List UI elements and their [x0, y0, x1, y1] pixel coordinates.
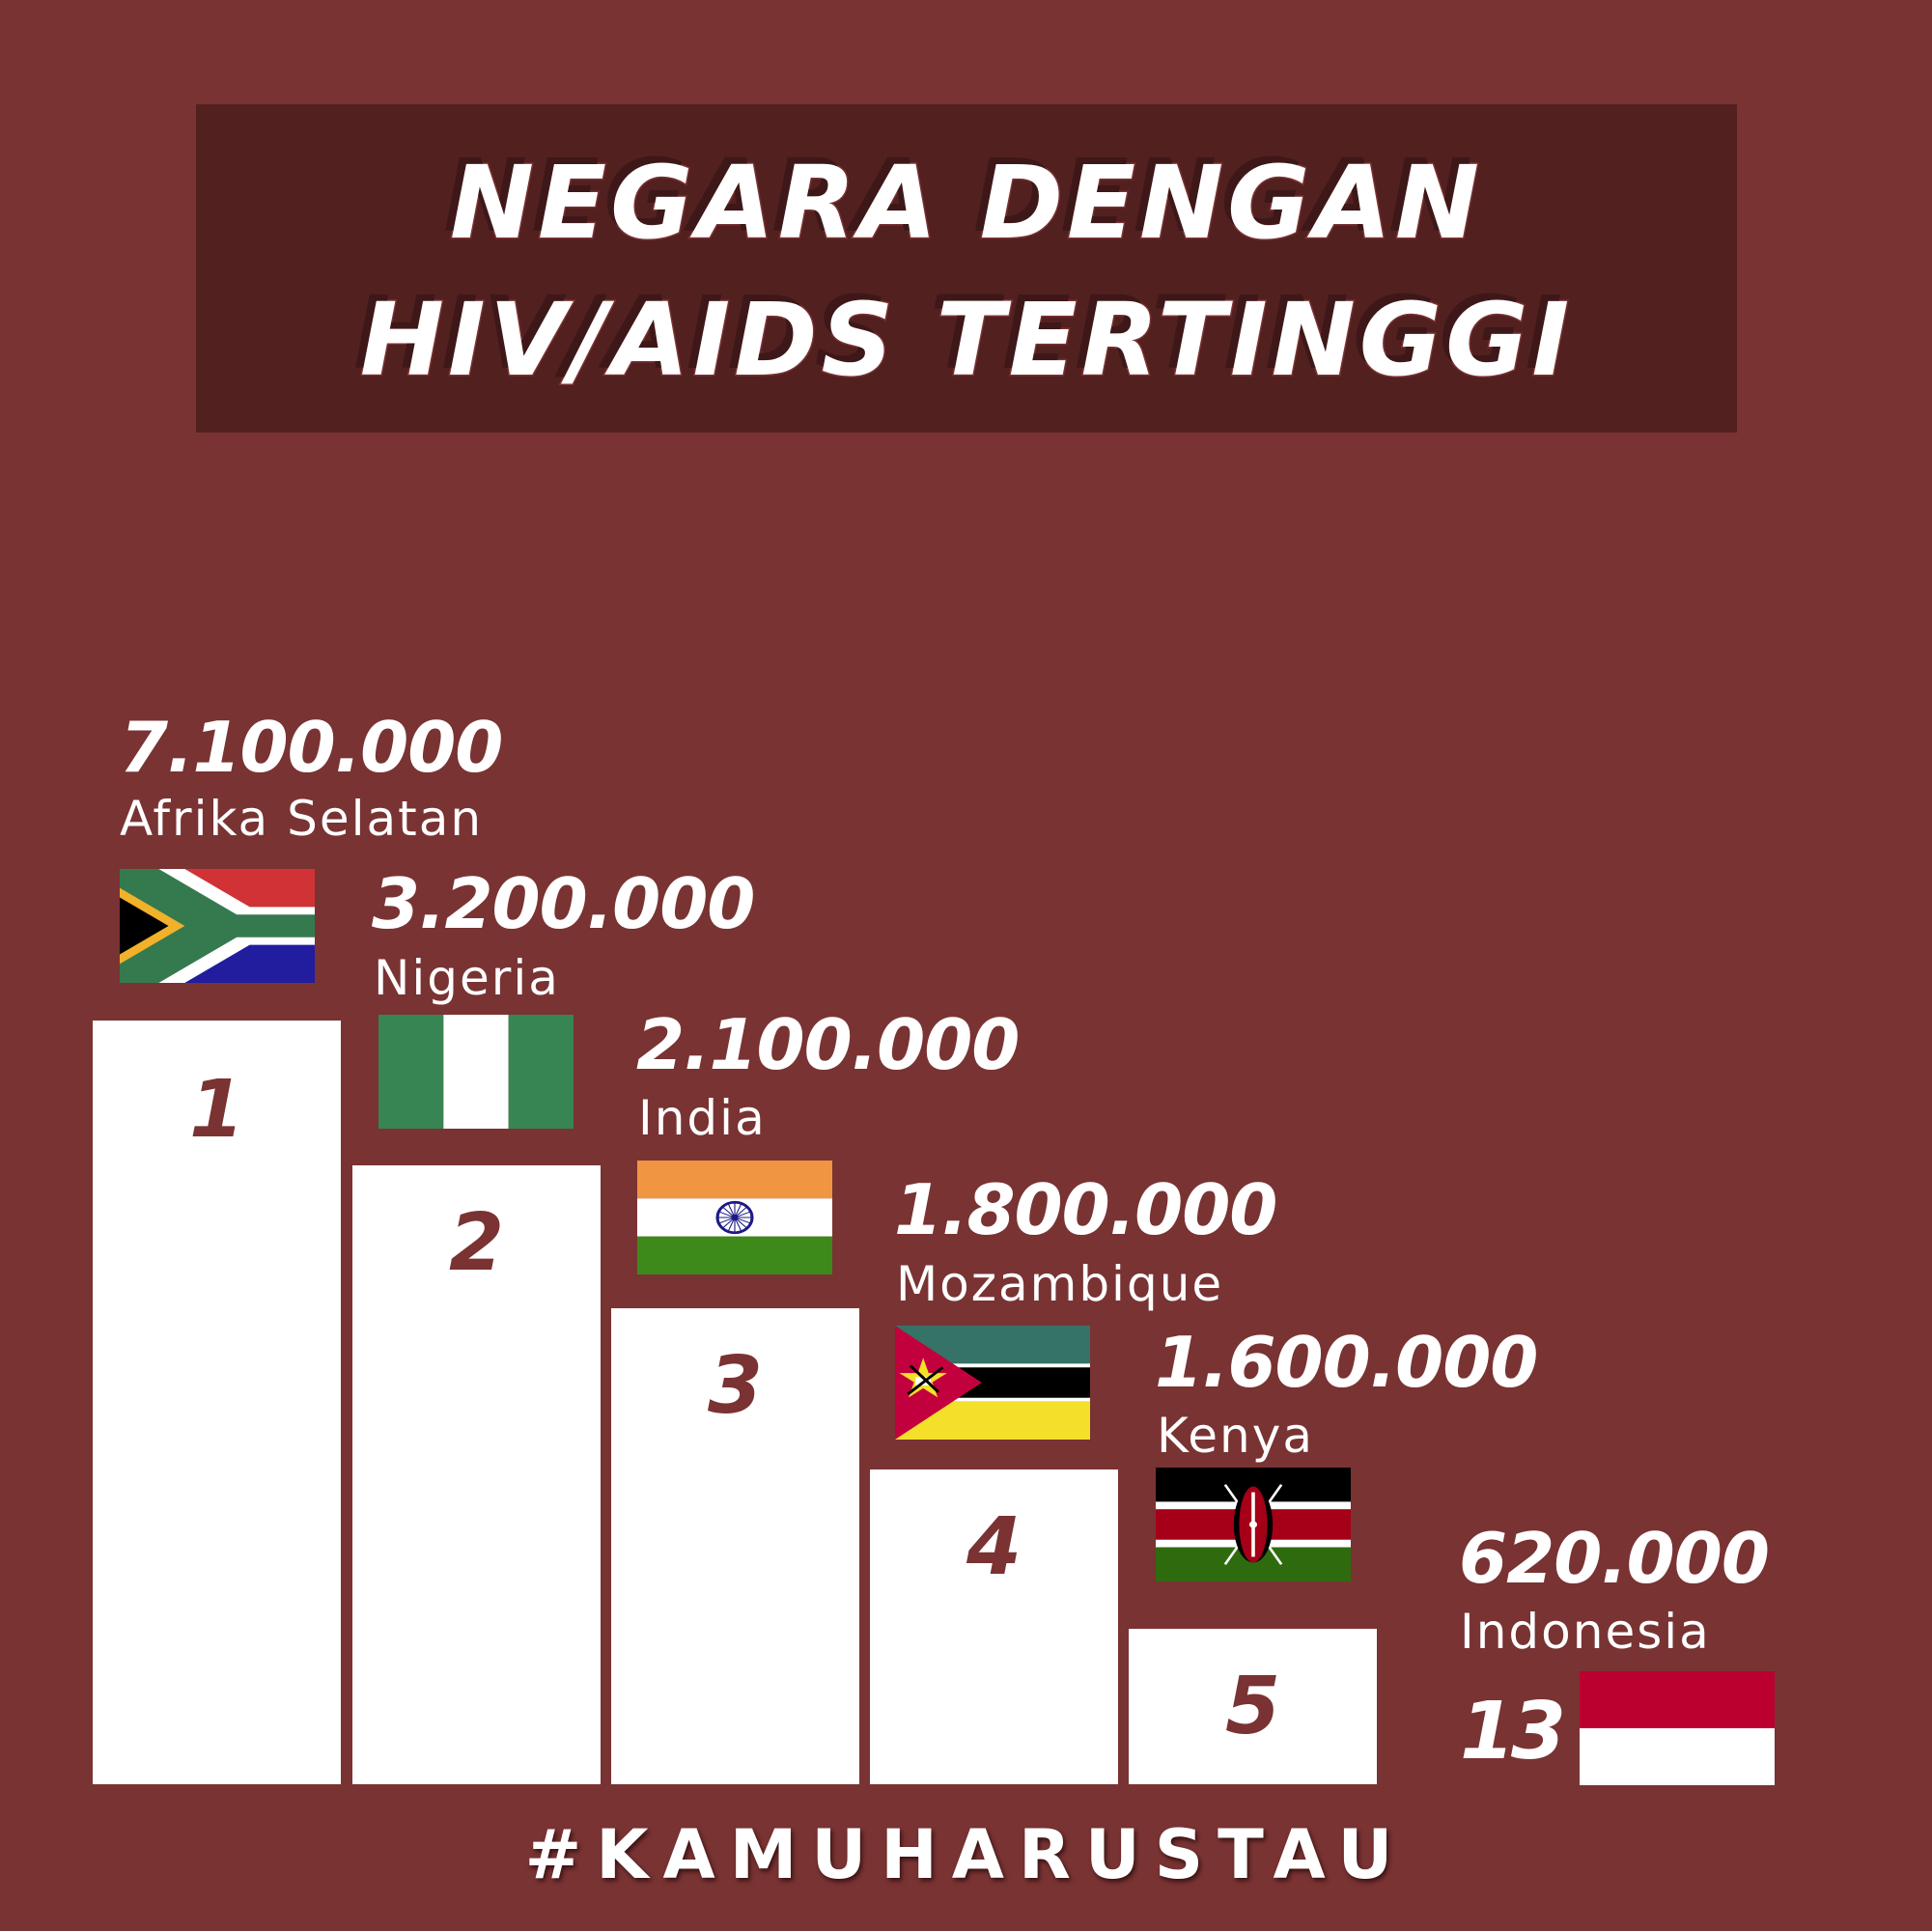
country-label-india: India [638, 1090, 767, 1146]
indonesia-flag-icon [1580, 1671, 1775, 1785]
title-line-1: NEGARA DENGAN [448, 144, 1483, 262]
podium-bar-4: 4 [870, 1469, 1118, 1784]
india-flag-icon [637, 1161, 832, 1274]
rank-label-1: 1 [188, 1064, 245, 1156]
rank-label-4: 4 [966, 1501, 1022, 1593]
podium-bar-1: 1 [93, 1021, 341, 1784]
value-label-nigeria: 3.200.000 [372, 863, 755, 944]
value-label-mozambique: 1.800.000 [894, 1169, 1277, 1250]
value-label-india: 2.100.000 [636, 1004, 1020, 1085]
title-box: NEGARA DENGAN HIV/AIDS TERTINGGI [196, 104, 1737, 433]
value-label-indonesia: 620.000 [1459, 1518, 1770, 1599]
nigeria-flag-icon [378, 1015, 574, 1129]
rank-label-3: 3 [707, 1340, 764, 1432]
country-label-kenya: Kenya [1157, 1408, 1314, 1464]
rank-label-5: 5 [1224, 1661, 1281, 1752]
country-label-nigeria: Nigeria [374, 950, 560, 1006]
south-africa-flag-icon [120, 869, 315, 983]
value-label-kenya: 1.600.000 [1155, 1322, 1538, 1403]
podium-bar-5: 5 [1129, 1629, 1377, 1784]
hashtag-footer: #KAMUHARUSTAU [524, 1815, 1408, 1894]
title-line-2: HIV/AIDS TERTINGGI [358, 281, 1574, 399]
podium-bar-3: 3 [611, 1308, 859, 1784]
value-label-south-africa: 7.100.000 [120, 707, 503, 788]
country-label-indonesia: Indonesia [1460, 1604, 1711, 1660]
country-label-mozambique: Mozambique [896, 1256, 1224, 1312]
kenya-flag-icon [1156, 1468, 1351, 1581]
country-label-south-africa: Afrika Selatan [120, 791, 484, 847]
podium-bar-2: 2 [352, 1165, 601, 1784]
rank-label-13: 13 [1460, 1686, 1566, 1777]
mozambique-flag-icon [895, 1326, 1090, 1440]
rank-label-2: 2 [448, 1197, 505, 1289]
